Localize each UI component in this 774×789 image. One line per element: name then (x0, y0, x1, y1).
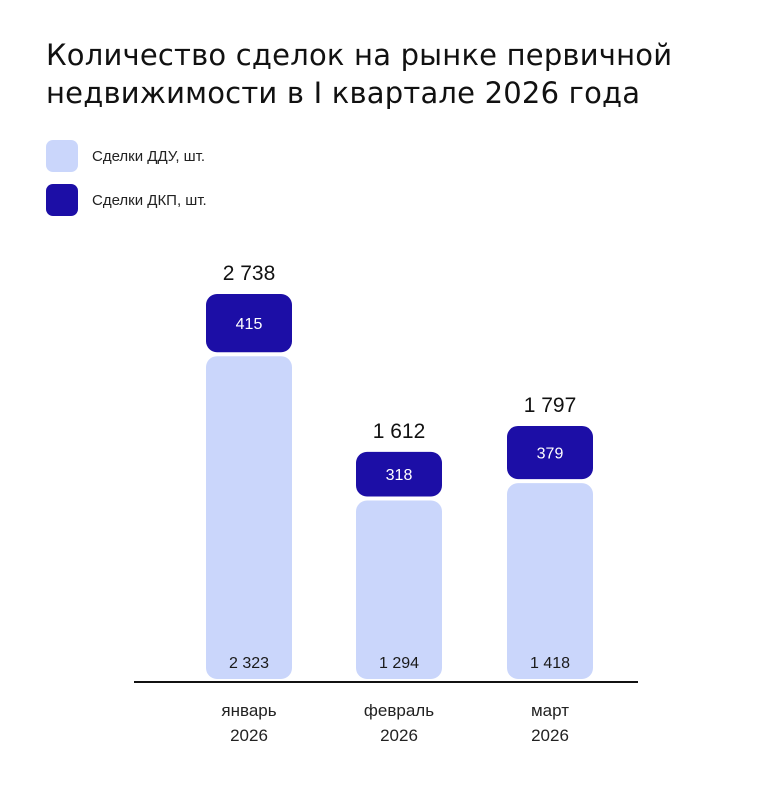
category-year-2: 2026 (531, 726, 569, 745)
label-total-0: 2 738 (223, 262, 276, 285)
label-total-1: 1 612 (373, 420, 426, 443)
label-dkp-0: 415 (236, 316, 263, 333)
category-year-1: 2026 (380, 726, 418, 745)
category-label-2: март (531, 701, 569, 720)
legend-swatch-ddu (46, 140, 78, 172)
legend-label-ddu: Сделки ДДУ, шт. (92, 147, 206, 165)
bar-dkp-0 (206, 294, 292, 353)
legend-item-ddu: Сделки ДДУ, шт. (46, 140, 207, 172)
legend-swatch-dkp (46, 184, 78, 216)
label-ddu-1: 1 294 (379, 655, 419, 672)
label-ddu-2: 1 418 (530, 655, 570, 672)
category-label-1: февраль (364, 701, 434, 720)
label-total-2: 1 797 (524, 394, 577, 417)
legend-item-dkp: Сделки ДКП, шт. (46, 184, 207, 216)
legend-label-dkp: Сделки ДКП, шт. (92, 191, 207, 209)
bar-ddu-1 (356, 500, 442, 679)
label-dkp-1: 318 (386, 467, 413, 484)
bar-ddu-0 (206, 356, 292, 679)
category-label-0: январь (221, 701, 276, 720)
label-ddu-0: 2 323 (229, 655, 269, 672)
bar-dkp-2 (507, 425, 593, 480)
bar-dkp-1 (356, 451, 442, 497)
legend: Сделки ДДУ, шт. Сделки ДКП, шт. (46, 140, 207, 228)
chart-title: Количество сделок на рынке первичной нед… (46, 38, 673, 110)
label-dkp-2: 379 (537, 446, 564, 463)
category-year-0: 2026 (230, 726, 268, 745)
bar-ddu-2 (507, 483, 593, 679)
